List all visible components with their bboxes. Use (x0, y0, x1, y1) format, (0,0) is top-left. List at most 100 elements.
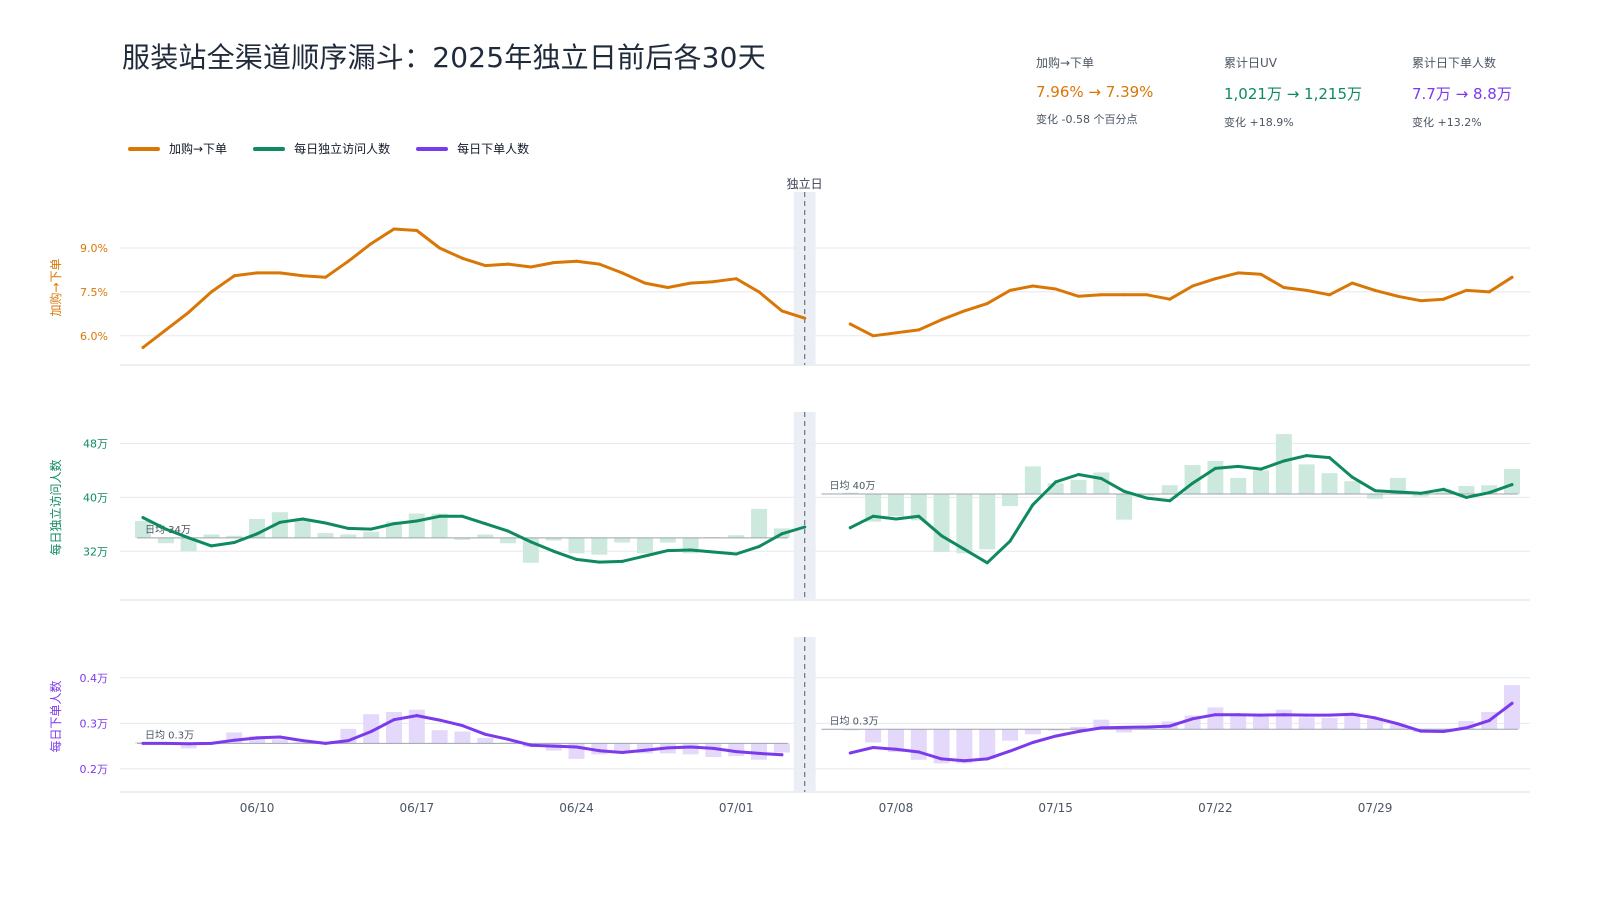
bar (294, 742, 311, 744)
data-point (1442, 487, 1446, 491)
bar (910, 494, 927, 521)
bar (1002, 729, 1019, 741)
x-tick-label: 07/29 (1358, 801, 1393, 815)
data-point (1145, 293, 1149, 297)
data-point (1487, 719, 1491, 723)
data-point (1327, 713, 1331, 717)
data-point (392, 522, 396, 526)
data-point (1191, 481, 1195, 485)
data-point (1054, 287, 1058, 291)
data-point (324, 521, 328, 525)
data-point (780, 309, 784, 313)
bar (979, 494, 996, 550)
bar (865, 494, 882, 522)
bar (477, 534, 494, 538)
data-point (962, 309, 966, 313)
bar (1298, 464, 1315, 495)
bar (933, 494, 950, 552)
data-point (1487, 290, 1491, 294)
baseline-label: 日均 40万 (830, 480, 876, 492)
data-point (894, 747, 898, 751)
y-tick-label: 40万 (83, 491, 108, 504)
data-point (1213, 713, 1217, 717)
baseline-label: 日均 0.3万 (830, 715, 879, 727)
bar (180, 537, 197, 552)
data-point (1168, 499, 1172, 503)
data-point (689, 281, 693, 285)
bar (956, 729, 973, 764)
data-point (438, 718, 442, 722)
bar (591, 743, 608, 755)
bar (1070, 479, 1087, 495)
data-point (894, 517, 898, 521)
kpi-orders: 累计日下单人数 7.7万 → 8.8万 变化 +13.2% (1412, 54, 1512, 130)
data-point (1191, 717, 1195, 721)
data-point (324, 275, 328, 279)
data-point (1510, 483, 1514, 487)
legend-item-uv[interactable]: 每日独立访问人数 (253, 140, 390, 157)
bar (1367, 494, 1384, 499)
data-point (1305, 288, 1309, 292)
y-tick-label: 0.3万 (80, 717, 109, 730)
legend-item-cart-to-order[interactable]: 加购→下单 (128, 140, 227, 157)
bar (363, 531, 380, 538)
bar (1321, 473, 1338, 495)
data-point (940, 318, 944, 322)
data-point (1259, 713, 1263, 717)
data-point (780, 753, 784, 757)
y-tick-label: 0.4万 (80, 672, 109, 685)
data-point (460, 724, 464, 728)
data-point (1259, 272, 1263, 276)
data-point (1054, 734, 1058, 738)
data-point (871, 334, 875, 338)
data-point (734, 277, 738, 281)
kpi-label: 加购→下单 (1036, 56, 1095, 70)
data-point (1099, 477, 1103, 481)
data-point (483, 732, 487, 736)
data-point (1076, 294, 1080, 298)
bar (1024, 729, 1041, 735)
data-point (1008, 288, 1012, 292)
x-tick-label: 07/08 (879, 801, 914, 815)
data-point (871, 514, 875, 518)
data-point (483, 522, 487, 526)
data-point (620, 750, 624, 754)
data-point (438, 246, 442, 250)
bar (614, 537, 631, 543)
chart-title: 服装站全渠道顺序漏斗：2025年独立日前后各30天 (122, 41, 766, 74)
data-point (1213, 277, 1217, 281)
bar (614, 743, 631, 754)
data-point (985, 302, 989, 306)
data-point (1350, 281, 1354, 285)
bar (659, 537, 676, 543)
data-point (232, 738, 236, 742)
data-point (1419, 299, 1423, 303)
data-point (415, 519, 419, 523)
legend-item-orders[interactable]: 每日下单人数 (416, 140, 529, 157)
data-point (575, 557, 579, 561)
data-point (1031, 503, 1035, 507)
data-point (1122, 489, 1126, 493)
data-point (209, 544, 213, 548)
bar (1389, 477, 1406, 495)
data-point (689, 548, 693, 552)
data-point (369, 730, 373, 734)
chart-legend: 加购→下单 每日独立访问人数 每日下单人数 (128, 140, 529, 157)
data-point (597, 560, 601, 564)
y-tick-label: 7.5% (80, 286, 108, 299)
data-point (1076, 730, 1080, 734)
data-point (1442, 297, 1446, 301)
data-point (369, 242, 373, 246)
bar (568, 537, 585, 554)
bar (1161, 485, 1178, 495)
y-tick-label: 0.2万 (80, 763, 109, 776)
data-point (552, 261, 556, 265)
data-point (1487, 491, 1491, 495)
kpi-label: 累计日UV (1224, 56, 1277, 70)
data-point (552, 549, 556, 553)
kpi-change: 变化 +13.2% (1412, 116, 1482, 129)
data-point (848, 322, 852, 326)
data-point (209, 741, 213, 745)
data-point (1099, 293, 1103, 297)
data-point (1008, 749, 1012, 753)
